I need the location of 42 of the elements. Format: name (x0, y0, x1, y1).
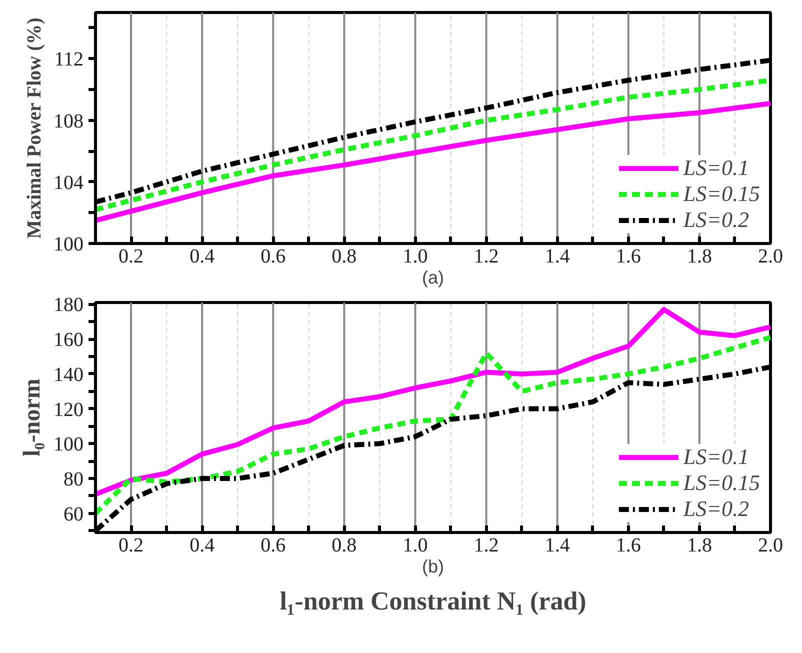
x-tick-label: 1.4 (544, 246, 570, 268)
y-tick-label: 108 (54, 110, 84, 132)
y-tick-label: 80 (64, 468, 84, 490)
text: 2.0 (758, 534, 783, 556)
y-tick-label: 100 (54, 434, 84, 456)
x-tick-label: 0.6 (260, 534, 286, 556)
x-tick-label: 1.4 (544, 534, 570, 556)
x-axis-title: (a) (422, 268, 444, 288)
x-tick-label: 0.6 (260, 246, 286, 268)
y-axis-title: Maximal Power Flow (%) (24, 18, 46, 239)
y-tick-label: 100 (54, 234, 84, 256)
y-tick-label: 180 (54, 294, 84, 316)
x-tick-label: 0.2 (118, 534, 144, 556)
x-tick-label: 1.6 (616, 534, 641, 556)
x-axis-title: (b) (422, 556, 444, 576)
y-tick-label: 60 (64, 503, 84, 526)
x-tick-label: 1.6 (616, 246, 641, 268)
legend-label: LS=0.2 (683, 207, 749, 233)
y-tick-label: 104 (54, 172, 84, 194)
y-tick-label: 120 (54, 398, 84, 421)
legend-label: LS=0.1 (683, 155, 749, 181)
y-axis-title: l₀-norm (20, 378, 46, 456)
x-tick-label: 1.8 (686, 246, 712, 268)
text: 1.0 (402, 246, 428, 268)
x-tick-label: 0.8 (332, 246, 357, 268)
legend-label: LS=0.1 (683, 444, 749, 470)
legend-label: LS=0.15 (683, 181, 760, 207)
text: l₁-norm Constraint N₁ (rad) (280, 586, 586, 616)
x-tick-label: 0.8 (332, 534, 357, 556)
x-tick-label: 0.2 (118, 246, 144, 268)
legend-label: LS=0.15 (683, 470, 760, 496)
x-tick-label: 1.2 (474, 534, 499, 556)
x-tick-label: 1.2 (474, 246, 499, 268)
text: 2.0 (758, 246, 783, 268)
x-tick-label: 1.8 (686, 534, 712, 556)
text: 1.0 (402, 534, 428, 556)
x-tick-label: 0.4 (190, 246, 215, 268)
x-tick-label: 0.4 (190, 534, 215, 556)
y-tick-label: 160 (54, 329, 84, 352)
y-tick-label: 140 (54, 364, 84, 386)
legend-label: LS=0.2 (683, 496, 749, 522)
y-tick-label: 112 (54, 48, 84, 71)
